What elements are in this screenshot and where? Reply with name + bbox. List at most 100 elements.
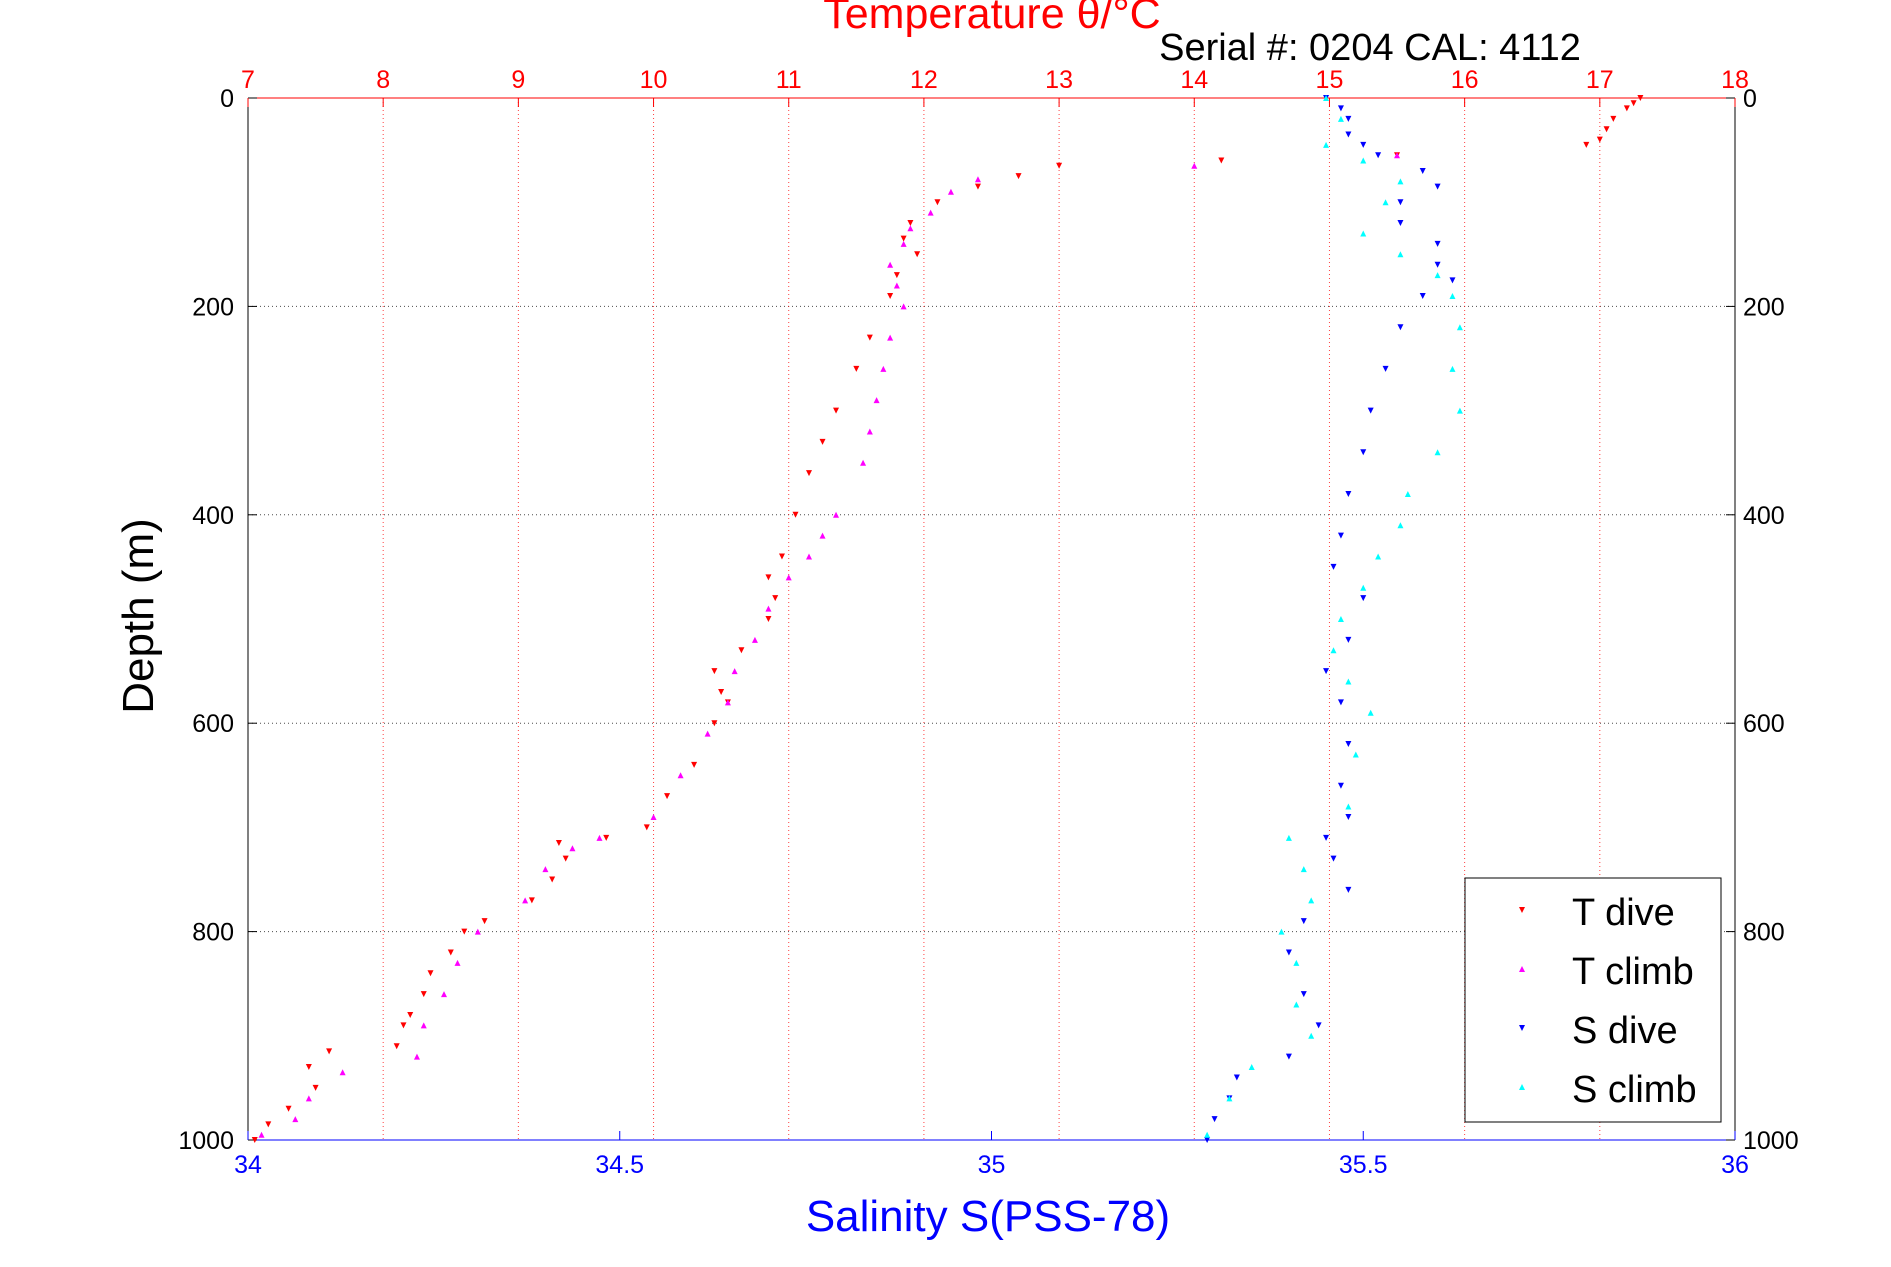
- data-point: [1360, 449, 1367, 456]
- data-point: [1397, 199, 1404, 206]
- data-point: [1434, 183, 1441, 190]
- data-point: [1637, 95, 1644, 101]
- x-top-tick-label: 12: [910, 66, 938, 94]
- data-point: [292, 1116, 299, 1123]
- series-layer: [251, 95, 1644, 1143]
- data-point: [893, 282, 900, 289]
- data-point: [1337, 115, 1344, 122]
- data-point: [1345, 636, 1352, 643]
- data-point: [596, 834, 603, 841]
- data-point: [1345, 131, 1352, 138]
- data-point: [1360, 157, 1367, 164]
- series-s-dive: [1204, 95, 1456, 1143]
- data-point: [880, 365, 887, 372]
- data-point: [1456, 407, 1463, 414]
- data-point: [1345, 115, 1352, 122]
- data-point: [1226, 1095, 1233, 1102]
- data-point: [711, 668, 718, 675]
- legend-label: T dive: [1572, 892, 1675, 934]
- y-tick-label-left: 400: [192, 502, 234, 530]
- data-point: [1233, 1074, 1240, 1081]
- data-point: [704, 730, 711, 737]
- data-point: [1300, 991, 1307, 998]
- data-point: [1456, 324, 1463, 331]
- data-point: [833, 511, 840, 518]
- data-point: [1330, 855, 1337, 862]
- data-point: [792, 511, 799, 518]
- data-point: [1293, 959, 1300, 966]
- data-point: [522, 897, 529, 904]
- data-point: [1610, 115, 1617, 122]
- data-point: [1367, 709, 1374, 716]
- data-point: [1308, 897, 1315, 904]
- data-point: [765, 616, 772, 622]
- y-tick-label-right: 200: [1743, 293, 1785, 321]
- data-point: [1449, 277, 1456, 284]
- data-point: [542, 866, 549, 873]
- y-tick-label-right: 1000: [1743, 1127, 1799, 1155]
- data-point: [738, 647, 745, 654]
- data-point: [1345, 813, 1352, 820]
- data-point: [765, 574, 772, 581]
- data-point: [312, 1084, 319, 1091]
- data-point: [650, 813, 657, 820]
- data-point: [1204, 1137, 1211, 1143]
- data-point: [934, 199, 941, 206]
- data-point: [427, 970, 434, 977]
- legend-label: S climb: [1572, 1069, 1697, 1111]
- data-point: [562, 855, 569, 862]
- data-point: [1360, 595, 1367, 602]
- data-point: [724, 699, 731, 706]
- data-point: [772, 595, 779, 602]
- data-point: [900, 303, 907, 310]
- data-point: [1434, 449, 1441, 456]
- y-tick-label-left: 800: [192, 919, 234, 947]
- data-point: [819, 438, 826, 445]
- data-point: [1345, 741, 1352, 748]
- data-point: [1367, 407, 1374, 414]
- data-point: [765, 605, 772, 612]
- data-point: [474, 928, 481, 935]
- data-point: [1278, 928, 1285, 935]
- data-point: [1323, 141, 1330, 148]
- data-point: [1434, 261, 1441, 268]
- data-point: [1345, 678, 1352, 685]
- data-point: [778, 553, 785, 560]
- data-point: [974, 176, 981, 183]
- data-point: [1360, 141, 1367, 148]
- data-point: [1419, 167, 1426, 174]
- legend-marker: [1519, 907, 1525, 913]
- data-point: [1630, 100, 1637, 107]
- data-point: [677, 772, 684, 779]
- data-point: [907, 225, 914, 232]
- data-point: [407, 1011, 414, 1018]
- data-point: [1204, 1131, 1211, 1138]
- data-point: [413, 1053, 420, 1060]
- x-top-tick-label: 15: [1316, 66, 1344, 94]
- x-top-tick-label: 8: [376, 66, 390, 94]
- data-point: [441, 991, 448, 998]
- data-point: [1397, 220, 1404, 227]
- data-point: [1397, 522, 1404, 529]
- data-point: [1394, 152, 1401, 159]
- data-point: [887, 261, 894, 268]
- data-point: [1345, 490, 1352, 497]
- data-point: [1056, 162, 1063, 169]
- y-tick-label-left: 600: [192, 710, 234, 738]
- data-point: [251, 1137, 258, 1143]
- data-point: [1375, 152, 1382, 159]
- data-point: [1345, 803, 1352, 810]
- x-top-tick-label: 14: [1180, 66, 1208, 94]
- data-point: [806, 470, 813, 477]
- data-point: [1285, 949, 1292, 956]
- data-point: [1603, 126, 1610, 133]
- data-point: [1330, 563, 1337, 570]
- data-point: [285, 1105, 292, 1112]
- data-point: [785, 574, 792, 581]
- data-point: [1337, 699, 1344, 706]
- data-point: [1449, 292, 1456, 299]
- data-point: [914, 251, 921, 258]
- data-point: [873, 397, 880, 404]
- data-point: [866, 334, 873, 341]
